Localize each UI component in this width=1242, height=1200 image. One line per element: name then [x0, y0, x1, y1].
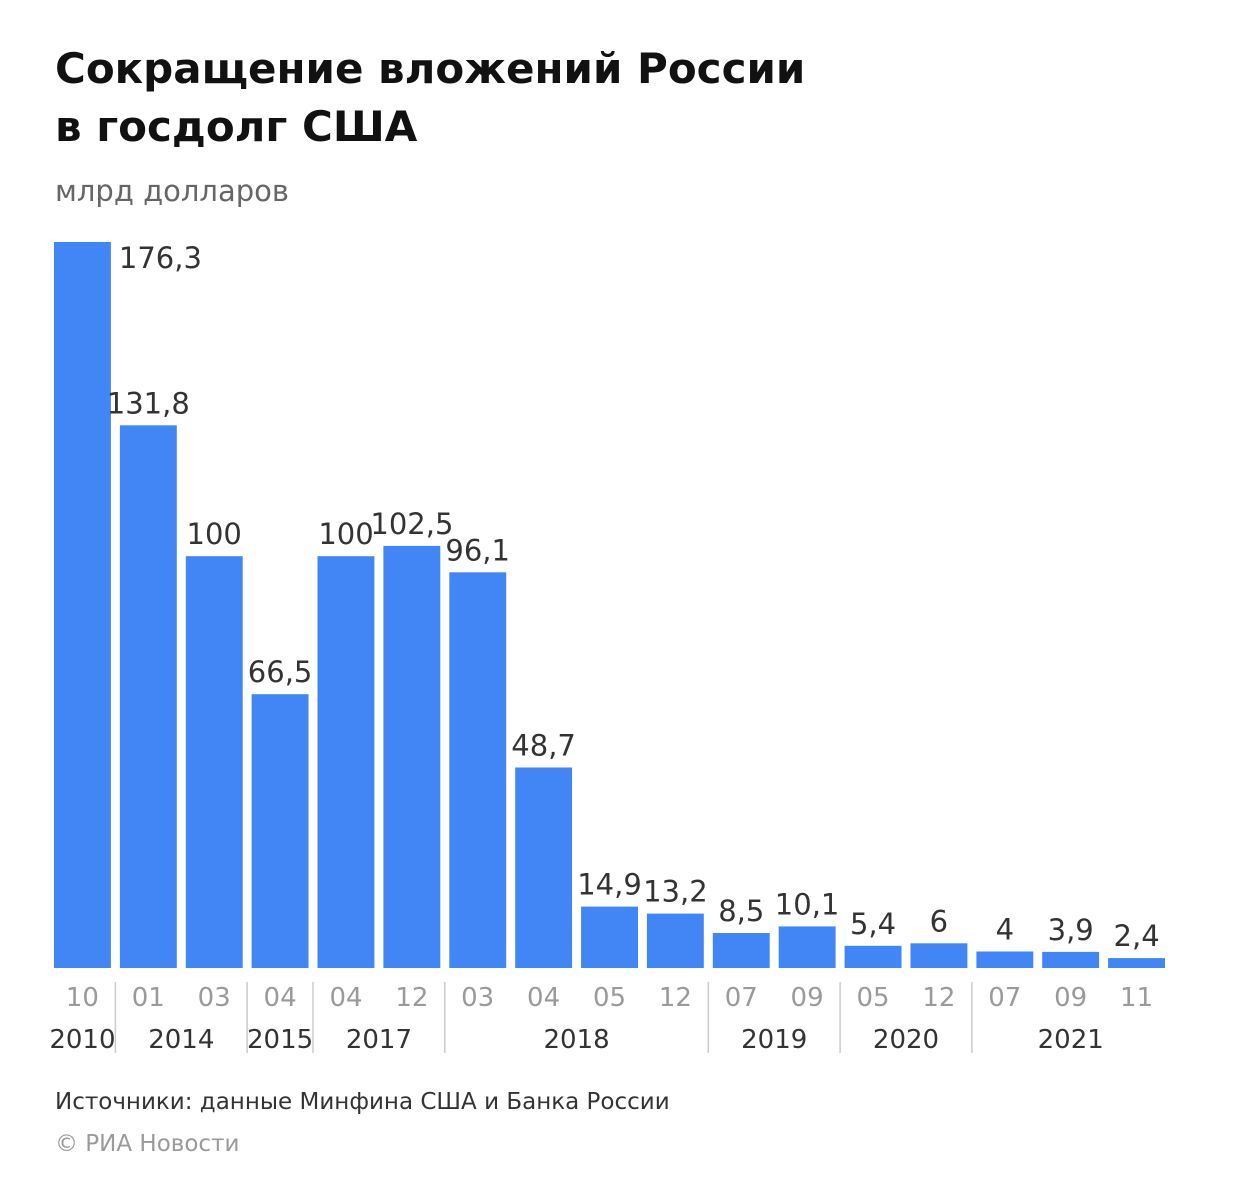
bar-15 [1042, 951, 1100, 968]
value-label-1: 131,8 [107, 386, 190, 420]
year-label-2020: 2020 [873, 1025, 939, 1055]
year-dividers-group [114, 982, 973, 1053]
value-label-9: 13,2 [643, 875, 708, 909]
bar-11 [778, 926, 836, 968]
month-tick-label-2: 03 [198, 983, 231, 1013]
year-label-2021: 2021 [1038, 1025, 1104, 1055]
bar-1 [119, 425, 177, 968]
value-label-4: 100 [318, 517, 373, 551]
value-label-14: 4 [996, 913, 1014, 947]
bar-0 [54, 242, 111, 968]
bar-12 [844, 945, 902, 968]
value-label-5: 102,5 [370, 507, 453, 541]
bar-3 [251, 694, 309, 968]
bar-5 [383, 545, 441, 968]
month-labels-group: 10 01 03 04 04 12 03 04 05 12 07 09 05 12 07 09 11 [66, 983, 1153, 1013]
bar-9 [646, 913, 704, 968]
value-label-16: 2,4 [1114, 919, 1160, 953]
bar-7 [515, 767, 573, 968]
month-tick-label-8: 05 [593, 983, 626, 1013]
month-tick-label-5: 12 [395, 983, 428, 1013]
month-tick-label-16: 11 [1120, 983, 1153, 1013]
bar-14 [976, 951, 1034, 968]
value-label-13: 6 [930, 904, 948, 938]
value-label-7: 48,7 [511, 729, 576, 763]
month-tick-label-1: 01 [132, 983, 165, 1013]
year-label-2018: 2018 [544, 1025, 610, 1055]
bar-2 [185, 556, 243, 968]
bar-4 [317, 556, 375, 968]
year-label-2015: 2015 [247, 1025, 313, 1055]
bar-16 [1108, 958, 1165, 968]
month-tick-label-4: 04 [329, 983, 362, 1013]
month-tick-label-11: 09 [791, 983, 824, 1013]
value-label-15: 3,9 [1048, 913, 1094, 947]
month-tick-label-9: 12 [659, 983, 692, 1013]
month-tick-label-14: 07 [988, 983, 1021, 1013]
value-label-2: 100 [187, 517, 242, 551]
month-tick-label-7: 04 [527, 983, 560, 1013]
value-label-3: 66,5 [248, 655, 313, 689]
value-label-11: 10,1 [775, 887, 840, 921]
value-label-8: 14,9 [577, 868, 642, 902]
year-label-2014: 2014 [148, 1025, 214, 1055]
year-label-2019: 2019 [741, 1025, 807, 1055]
month-tick-label-3: 04 [264, 983, 297, 1013]
sources-note: Источники: данные Минфина США и Банка Ро… [55, 1089, 670, 1115]
month-tick-label-0: 10 [66, 983, 99, 1013]
chart-unit-subtitle: млрд долларов [55, 174, 289, 208]
bar-10 [712, 933, 770, 968]
chart-title-line-2: в госдолг США [55, 102, 418, 151]
value-label-6: 96,1 [445, 533, 510, 567]
month-tick-label-15: 09 [1054, 983, 1087, 1013]
month-tick-label-6: 03 [461, 983, 494, 1013]
value-label-12: 5,4 [850, 907, 896, 941]
chart-title-line-1: Сокращение вложений России [55, 44, 806, 93]
bar-8 [581, 906, 638, 968]
bars-group [54, 242, 1165, 968]
year-labels-group: 2010 2014 2015 2017 2018 2019 2020 2021 [49, 1025, 1103, 1055]
bar-13 [910, 943, 968, 968]
bar-6 [449, 572, 507, 968]
month-tick-label-12: 05 [856, 983, 889, 1013]
month-tick-label-10: 07 [725, 983, 758, 1013]
month-tick-label-13: 12 [922, 983, 955, 1013]
value-label-0: 176,3 [119, 241, 202, 275]
copyright-note: © РИА Новости [55, 1131, 240, 1157]
chart-title: Сокращение вложений России в госдолг США [55, 40, 1155, 156]
year-label-2017: 2017 [346, 1025, 412, 1055]
year-label-2010: 2010 [49, 1025, 115, 1055]
value-label-10: 8,5 [718, 894, 764, 928]
